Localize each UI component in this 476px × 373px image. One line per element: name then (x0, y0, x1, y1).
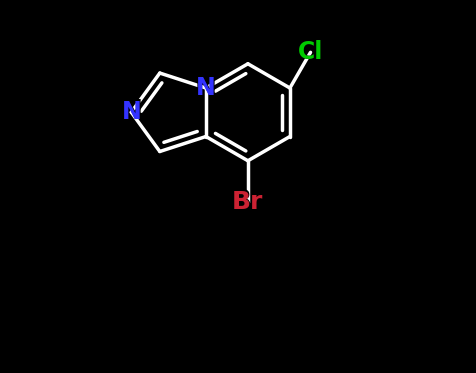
Text: N: N (121, 100, 141, 124)
Text: Cl: Cl (298, 40, 323, 64)
Text: N: N (120, 99, 142, 125)
Text: Br: Br (230, 188, 265, 216)
Text: Br: Br (232, 190, 264, 214)
Text: N: N (195, 75, 217, 101)
Text: N: N (196, 76, 216, 100)
Text: Cl: Cl (296, 39, 325, 65)
